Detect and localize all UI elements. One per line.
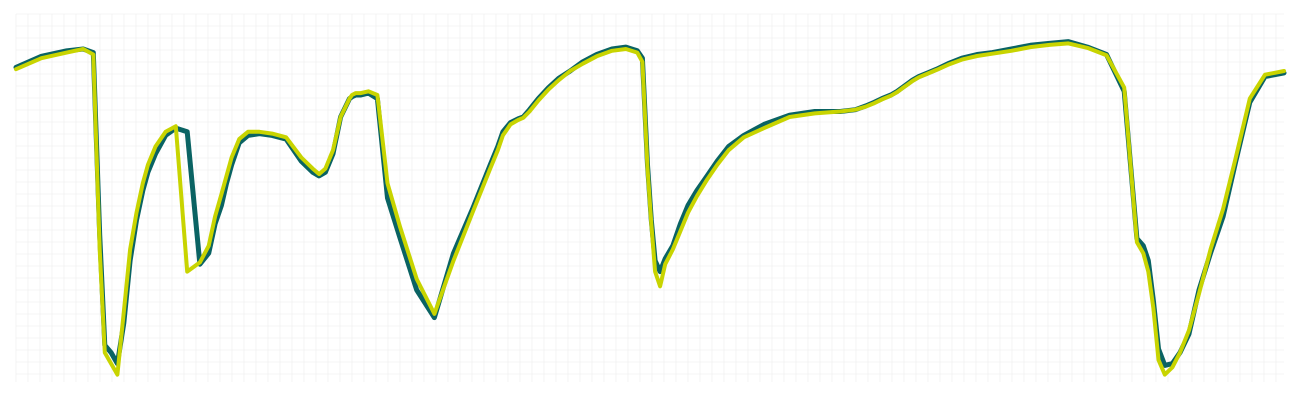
chart-series-layer — [13, 39, 1287, 377]
series-line-2 — [14, 41, 1286, 377]
